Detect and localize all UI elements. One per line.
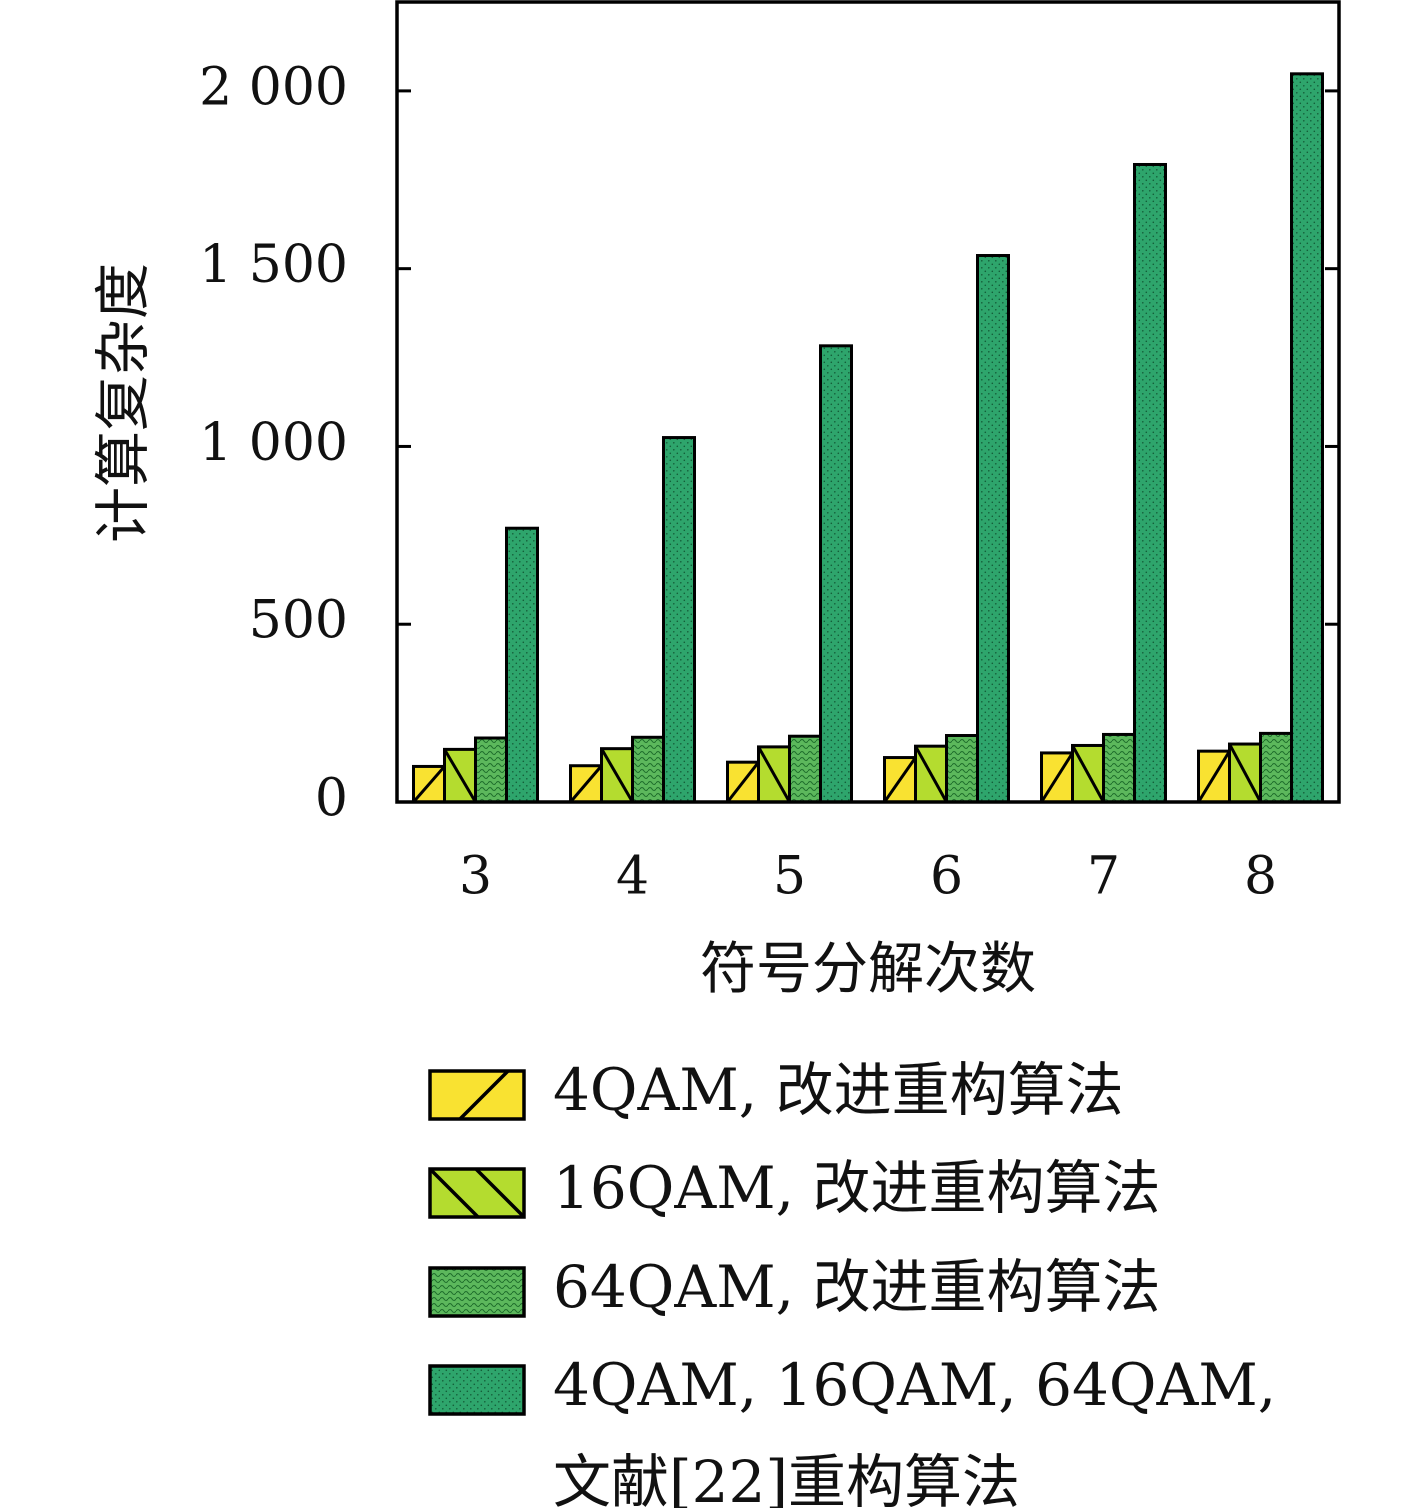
legend-hatch bbox=[428, 1167, 480, 1219]
bar-s2-6 bbox=[914, 744, 948, 804]
bar-rect bbox=[631, 735, 665, 804]
y-tick-label: 500 bbox=[249, 591, 348, 651]
legend-swatch bbox=[428, 1266, 526, 1318]
y-tick-label: 1 500 bbox=[199, 235, 348, 295]
bar-rect bbox=[505, 526, 539, 804]
legend: 4QAM, 改进重构算法 16QAM, 改进重构算法 64QAM, 改进重构算法 4Q… bbox=[428, 1056, 1276, 1508]
bar-group-4 bbox=[569, 436, 696, 804]
bar-rect bbox=[945, 734, 979, 804]
bar-s4-6 bbox=[976, 254, 1010, 804]
x-tick-label: 4 bbox=[616, 847, 649, 907]
bar-s4-5 bbox=[819, 344, 853, 804]
bar-rect bbox=[1259, 731, 1293, 804]
x-tick-label: 8 bbox=[1244, 847, 1277, 907]
x-tick-label: 5 bbox=[773, 847, 806, 907]
bar-hatch bbox=[443, 748, 477, 803]
legend-label: 16QAM, 改进重构算法 bbox=[553, 1154, 1161, 1222]
legend-item-1: 4QAM, 改进重构算法 bbox=[428, 1056, 1124, 1124]
bar-rect bbox=[474, 736, 508, 804]
y-tick-label: 2 000 bbox=[199, 57, 348, 117]
bars-layer bbox=[412, 72, 1324, 804]
bar-hatch bbox=[914, 745, 948, 803]
legend-item-4: 4QAM, 16QAM, 64QAM, 文献[22]重构算法 bbox=[428, 1351, 1276, 1508]
x-axis-title: 符号分解次数 bbox=[700, 937, 1036, 1002]
bar-s3-3 bbox=[474, 736, 508, 804]
bar-s4-8 bbox=[1290, 72, 1324, 804]
bar-s2-4 bbox=[600, 747, 634, 804]
bar-s4-7 bbox=[1133, 162, 1167, 804]
legend-hatch bbox=[458, 1069, 510, 1121]
y-axis-title: 计算复杂度 bbox=[92, 263, 157, 543]
bar-rect bbox=[1290, 72, 1324, 804]
bar-s3-7 bbox=[1102, 732, 1136, 804]
bar-hatch bbox=[412, 765, 446, 803]
bar-s4-3 bbox=[505, 526, 539, 804]
bar-rect bbox=[1133, 162, 1167, 804]
bar-group-6 bbox=[883, 254, 1010, 804]
legend-item-2: 16QAM, 改进重构算法 bbox=[428, 1154, 1161, 1222]
ticks-layer: 0 500 1 000 1 500 2 000 3 4 5 6 7 8 bbox=[199, 57, 1339, 907]
bar-hatch bbox=[883, 756, 917, 803]
bar-s1-3 bbox=[412, 764, 446, 804]
bar-s1-4 bbox=[569, 764, 603, 804]
legend-hatch bbox=[474, 1167, 526, 1219]
y-tick-label: 1 000 bbox=[199, 413, 348, 473]
bar-rect bbox=[976, 254, 1010, 804]
bar-hatch bbox=[1228, 743, 1262, 803]
legend-item-3: 64QAM, 改进重构算法 bbox=[428, 1253, 1161, 1321]
bar-rect bbox=[662, 436, 696, 804]
bar-s1-8 bbox=[1197, 749, 1231, 804]
bar-s2-3 bbox=[443, 747, 477, 804]
bar-rect bbox=[1102, 732, 1136, 804]
legend-label: 4QAM, 改进重构算法 bbox=[553, 1056, 1124, 1124]
legend-label: 64QAM, 改进重构算法 bbox=[553, 1253, 1161, 1321]
y-tick-label: 0 bbox=[315, 769, 348, 829]
legend-label: 4QAM, 16QAM, 64QAM, bbox=[553, 1351, 1276, 1419]
bar-hatch bbox=[600, 747, 634, 803]
plot-frame bbox=[395, 0, 1341, 804]
bar-s2-7 bbox=[1071, 743, 1105, 804]
bar-hatch bbox=[1040, 752, 1074, 803]
bar-s2-5 bbox=[757, 745, 791, 804]
bar-s2-8 bbox=[1228, 742, 1262, 804]
bar-rect bbox=[788, 734, 822, 804]
x-tick-label: 6 bbox=[930, 847, 963, 907]
axes-layer bbox=[395, 0, 1341, 804]
bar-s3-5 bbox=[788, 734, 822, 804]
bar-s3-4 bbox=[631, 735, 665, 804]
legend-swatch bbox=[428, 1069, 526, 1121]
bar-group-8 bbox=[1197, 72, 1324, 804]
bar-group-5 bbox=[726, 344, 853, 804]
bar-s1-6 bbox=[883, 756, 917, 804]
legend-label: 文献[22]重构算法 bbox=[553, 1448, 1020, 1508]
bar-hatch bbox=[1197, 750, 1231, 803]
bar-group-3 bbox=[412, 526, 539, 804]
x-tick-label: 3 bbox=[459, 847, 492, 907]
bar-rect bbox=[819, 344, 853, 804]
bar-s3-6 bbox=[945, 734, 979, 804]
legend-swatch bbox=[428, 1364, 526, 1416]
bar-hatch bbox=[757, 746, 791, 803]
legend-swatch bbox=[428, 1167, 526, 1219]
bar-s3-8 bbox=[1259, 731, 1293, 804]
bar-s4-4 bbox=[662, 436, 696, 804]
bar-hatch bbox=[1071, 744, 1105, 803]
bar-s1-5 bbox=[726, 760, 760, 804]
x-tick-label: 7 bbox=[1087, 847, 1120, 907]
bar-hatch bbox=[726, 761, 760, 803]
bar-s1-7 bbox=[1040, 751, 1074, 804]
bar-hatch bbox=[569, 764, 603, 803]
bar-group-7 bbox=[1040, 162, 1167, 804]
